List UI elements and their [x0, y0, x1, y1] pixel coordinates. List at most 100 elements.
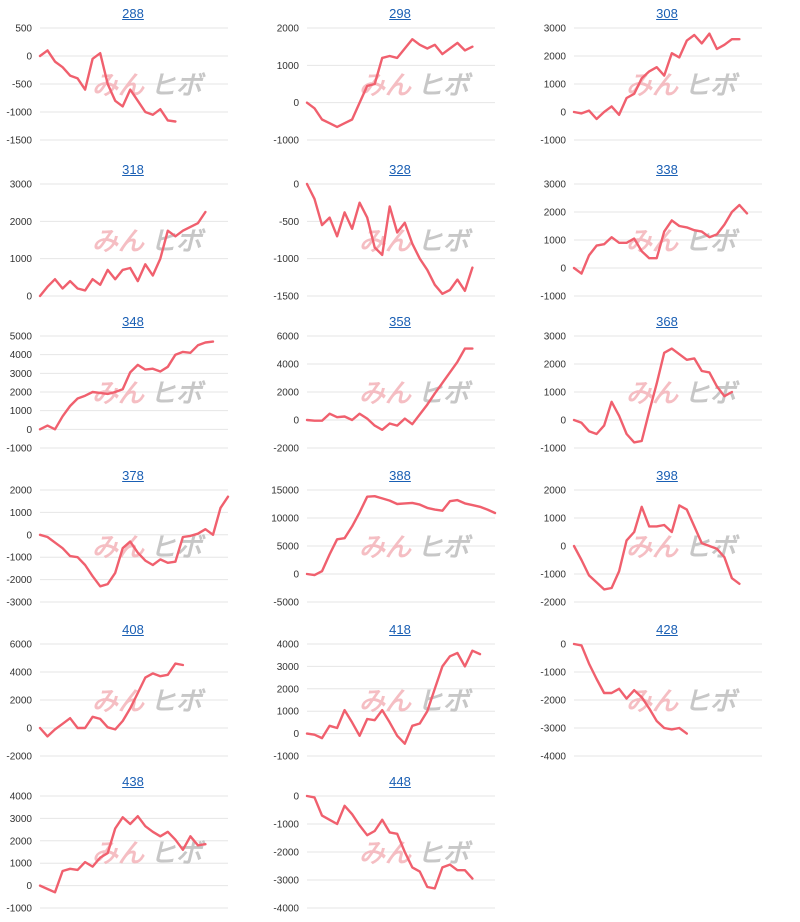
chart-308: 3000 2000 1000 0 -1000 みん ヒボ 308 — [534, 2, 800, 154]
y-tick-label: -1000 — [540, 570, 566, 581]
chart-358: 6000 4000 2000 0 -2000 みん ヒボ 358 — [267, 310, 533, 462]
chart-title-link[interactable]: 308 — [656, 6, 678, 21]
watermark-logo: みん ヒボ — [92, 838, 206, 868]
chart-title-link[interactable]: 448 — [389, 774, 411, 789]
y-tick-label: -1000 — [6, 444, 32, 455]
series-line — [305, 495, 497, 577]
y-tick-label: 0 — [293, 570, 299, 581]
y-tick-label: 0 — [293, 416, 299, 427]
y-tick-label: 0 — [26, 52, 32, 63]
y-tick-label: -1000 — [6, 553, 32, 564]
y-tick-label: -1000 — [6, 108, 32, 119]
y-tick-label: -3000 — [6, 598, 32, 609]
chart-title-link[interactable]: 288 — [122, 6, 144, 21]
y-tick-label: 0 — [293, 729, 299, 740]
series-line — [572, 203, 749, 275]
chart-title-link[interactable]: 398 — [656, 468, 678, 483]
y-tick-label: 1000 — [544, 514, 567, 525]
chart-svg: 5000 4000 3000 2000 1000 0 -1000 みん ヒボ — [6, 332, 228, 455]
y-tick-label: 0 — [560, 416, 566, 427]
y-tick-label: -4000 — [540, 752, 566, 763]
chart-svg: 4000 3000 2000 1000 0 -1000 みん ヒボ — [6, 792, 228, 915]
y-tick-label: 6000 — [277, 332, 300, 343]
y-tick-label: 3000 — [10, 180, 33, 191]
watermark-logo: みん ヒボ — [359, 70, 473, 100]
y-tick-label: 500 — [15, 24, 32, 35]
y-tick-label: 2000 — [10, 486, 33, 497]
y-tick-label: 1000 — [544, 236, 567, 247]
chart-title-link[interactable]: 328 — [389, 162, 411, 177]
watermark-logo: みん ヒボ — [626, 532, 740, 562]
y-tick-label: -1000 — [273, 136, 299, 147]
series-line — [38, 210, 207, 298]
y-tick-label: -1000 — [540, 668, 566, 679]
chart-298: 2000 1000 0 -1000 みん ヒボ 298 — [267, 2, 533, 154]
chart-288: 500 0 -500 -1000 -1500 みん ヒボ 288 — [0, 2, 266, 154]
chart-title-link[interactable]: 378 — [122, 468, 144, 483]
chart-title-link[interactable]: 388 — [389, 468, 411, 483]
chart-318: 3000 2000 1000 0 みん ヒボ 318 — [0, 158, 266, 310]
chart-svg: 6000 4000 2000 0 -2000 みん ヒボ — [273, 332, 495, 455]
y-tick-label: 2000 — [544, 486, 567, 497]
y-tick-label: -5000 — [273, 598, 299, 609]
chart-title-link[interactable]: 368 — [656, 314, 678, 329]
chart-title-link[interactable]: 348 — [122, 314, 144, 329]
chart-348: 5000 4000 3000 2000 1000 0 -1000 みん ヒボ 348 — [0, 310, 266, 462]
chart-title-link[interactable]: 438 — [122, 774, 144, 789]
y-tick-label: 0 — [293, 98, 299, 109]
chart-338: 3000 2000 1000 0 -1000 みん ヒボ 338 — [534, 158, 800, 310]
chart-title-link[interactable]: 338 — [656, 162, 678, 177]
y-tick-label: -2000 — [273, 848, 299, 859]
y-tick-label: 2000 — [277, 24, 300, 35]
chart-378: 2000 1000 0 -1000 -2000 -3000 みん ヒボ 378 — [0, 464, 266, 616]
y-tick-label: 2000 — [10, 217, 33, 228]
chart-title-link[interactable]: 418 — [389, 622, 411, 637]
chart-418: 4000 3000 2000 1000 0 -1000 みん ヒボ 418 — [267, 618, 533, 770]
chart-title-link[interactable]: 298 — [389, 6, 411, 21]
y-tick-label: 0 — [26, 724, 32, 735]
watermark-logo: みん ヒボ — [92, 70, 206, 100]
y-tick-label: -1000 — [273, 820, 299, 831]
chart-title-link[interactable]: 318 — [122, 162, 144, 177]
y-tick-label: 10000 — [271, 514, 299, 525]
chart-svg: 2000 1000 0 -1000 -2000 -3000 みん ヒボ — [6, 486, 230, 609]
y-tick-label: -1000 — [540, 292, 566, 303]
chart-svg: 15000 10000 5000 0 -5000 みん ヒボ — [271, 486, 497, 609]
y-tick-label: 15000 — [271, 486, 299, 497]
series-line — [572, 504, 741, 591]
chart-398: 2000 1000 0 -1000 -2000 みん ヒボ 398 — [534, 464, 800, 616]
chart-428: 0 -1000 -2000 -3000 -4000 みん ヒボ 428 — [534, 618, 800, 770]
y-tick-label: 4000 — [10, 792, 33, 803]
chart-title-link[interactable]: 428 — [656, 622, 678, 637]
y-tick-label: 3000 — [544, 180, 567, 191]
chart-title-link[interactable]: 358 — [389, 314, 411, 329]
chart-svg: 500 0 -500 -1000 -1500 みん ヒボ — [6, 24, 228, 147]
y-tick-label: 1000 — [277, 707, 300, 718]
y-tick-label: -1500 — [273, 292, 299, 303]
y-tick-label: 1000 — [544, 388, 567, 399]
chart-title-link[interactable]: 408 — [122, 622, 144, 637]
y-tick-label: 6000 — [10, 640, 33, 651]
y-tick-label: 1000 — [10, 859, 33, 870]
watermark-logo: みん ヒボ — [92, 532, 206, 562]
y-tick-label: 1000 — [10, 508, 33, 519]
y-tick-label: 0 — [26, 530, 32, 541]
y-tick-label: -3000 — [540, 724, 566, 735]
watermark-logo: みん ヒボ — [359, 686, 473, 716]
series-line — [305, 347, 474, 432]
y-tick-label: 4000 — [10, 668, 33, 679]
y-tick-label: -2000 — [273, 444, 299, 455]
y-tick-label: 0 — [26, 292, 32, 303]
watermark-logo: みん ヒボ — [626, 686, 740, 716]
watermark-logo: みん ヒボ — [626, 70, 740, 100]
y-tick-label: -1000 — [273, 254, 299, 265]
chart-svg: 3000 2000 1000 0 -1000 みん ヒボ — [540, 24, 762, 147]
y-tick-label: 0 — [26, 881, 32, 892]
y-tick-label: -2000 — [6, 575, 32, 586]
series-line — [38, 495, 230, 588]
y-tick-label: -4000 — [273, 904, 299, 915]
series-line — [38, 340, 215, 431]
series-line — [572, 347, 734, 444]
